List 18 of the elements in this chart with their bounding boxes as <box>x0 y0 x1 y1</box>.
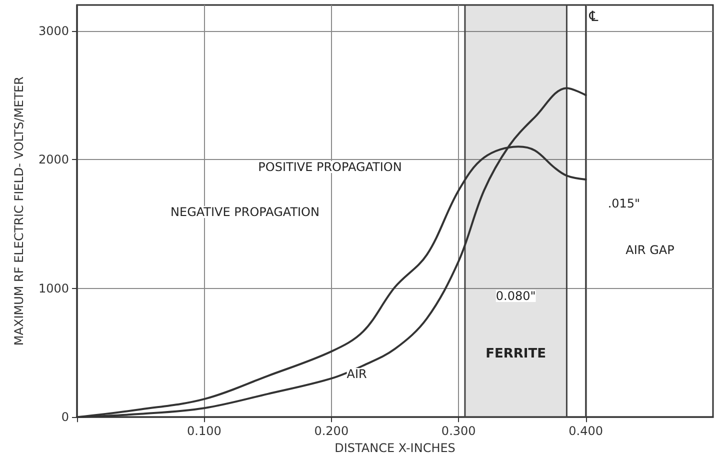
annotation: AIR <box>346 366 367 381</box>
annotation: NEGATIVE PROPAGATION <box>170 205 320 219</box>
x-axis-title: DISTANCE X-INCHES <box>334 441 456 455</box>
annotation: .015" <box>608 196 640 210</box>
x-tick-label: 0.100 <box>187 424 222 438</box>
y-axis-title: MAXIMUM RF ELECTRIC FIELD- VOLTS/METER <box>12 76 26 346</box>
y-tick-label: 0 <box>61 410 69 424</box>
annotation: POSITIVE PROPAGATION <box>258 160 402 174</box>
annotation: 0.080" <box>496 289 536 304</box>
y-tick-label: 1000 <box>38 281 69 296</box>
x-tick-label: 0.300 <box>441 424 476 438</box>
y-tick-label: 2000 <box>38 152 69 167</box>
x-tick-label: 0.200 <box>314 424 349 438</box>
band-label: FERRITE <box>486 346 546 362</box>
annotation: AIR GAP <box>626 243 674 257</box>
ref-line-label: ℄ <box>588 9 598 25</box>
y-tick-label: 3000 <box>38 24 69 38</box>
x-tick-label: 0.400 <box>568 424 603 438</box>
